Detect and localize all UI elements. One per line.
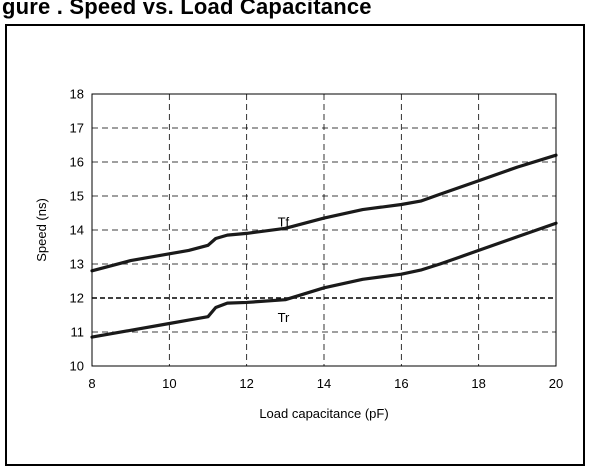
chart-frame bbox=[5, 24, 585, 466]
plot-area-border bbox=[91, 93, 557, 367]
y-axis-title: Speed (ns) bbox=[34, 198, 49, 262]
x-tick-label: 10 bbox=[162, 376, 176, 391]
series-line-tr bbox=[90, 221, 558, 339]
y-tick-label: 17 bbox=[70, 121, 84, 136]
figure-caption: gure . Speed vs. Load Capacitance bbox=[2, 0, 372, 19]
y-tick-label: 12 bbox=[70, 291, 84, 306]
x-tick-label: 14 bbox=[317, 376, 331, 391]
y-tick-label: 11 bbox=[71, 325, 85, 340]
y-tick-label: 15 bbox=[70, 189, 84, 204]
x-tick-label: 8 bbox=[88, 376, 95, 391]
y-tick-label: 14 bbox=[70, 223, 84, 238]
series-line-tf bbox=[90, 153, 558, 273]
figure-header: gure . Speed vs. Load Capacitance bbox=[0, 0, 592, 22]
x-tick-label: 18 bbox=[471, 376, 485, 391]
y-tick-label: 10 bbox=[70, 359, 84, 374]
y-tick-label: 18 bbox=[70, 87, 84, 102]
grid bbox=[92, 94, 556, 366]
series-label-tf: Tf bbox=[278, 215, 290, 230]
y-tick-label: 13 bbox=[70, 257, 84, 272]
x-tick-label: 12 bbox=[239, 376, 253, 391]
tick-labels: 8 10 12 14 16 18 20 10 11 12 13 14 15 16 17 18 bbox=[70, 87, 564, 392]
x-axis-title: Load capacitance (pF) bbox=[259, 406, 388, 421]
series-layer: Tf Tr bbox=[90, 153, 558, 339]
x-tick-label: 16 bbox=[394, 376, 408, 391]
y-tick-label: 16 bbox=[70, 155, 84, 170]
series-label-tr: Tr bbox=[278, 310, 290, 325]
x-tick-label: 20 bbox=[549, 376, 563, 391]
